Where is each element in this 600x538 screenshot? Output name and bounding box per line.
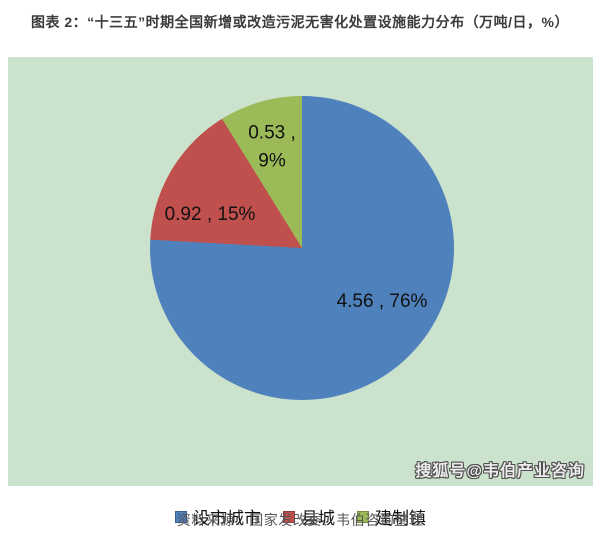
legend-label: 建制镇 — [375, 509, 426, 528]
slice-label-jianzhizhen: 0.53 , 9% — [248, 122, 296, 171]
legend-item-jianzhizhen: 建制镇 — [357, 504, 426, 529]
watermark: 搜狐号@韦伯产业咨询 — [415, 463, 585, 480]
legend-swatch-green-icon — [357, 510, 369, 523]
page-title: 图表 2：“十三五”时期全国新增或改造污泥无害化处置设施能力分布（万吨/日，%） — [30, 14, 569, 30]
legend-item-shishi-chengshi: 设市城市 — [175, 504, 261, 529]
legend-swatch-blue-icon — [175, 510, 187, 523]
pie-chart — [150, 96, 454, 400]
legend-label: 县城 — [301, 509, 335, 528]
legend-item-xiancheng: 县城 — [283, 504, 335, 529]
slice-label-shishi-chengshi: 4.56 , 76% — [336, 291, 428, 313]
slice-label-xiancheng: 0.92 , 15% — [164, 204, 256, 226]
chart-legend: 设市城市 县城 建制镇 — [8, 504, 593, 529]
legend-label: 设市城市 — [193, 509, 261, 528]
source-note: 资料来源：国家发改委、韦伯咨询整理 — [176, 512, 424, 528]
chart-panel: 4.56 , 76% 0.92 , 15% 0.53 , 9% 设市城市 县城 … — [8, 57, 593, 528]
legend-swatch-red-icon — [283, 510, 295, 523]
